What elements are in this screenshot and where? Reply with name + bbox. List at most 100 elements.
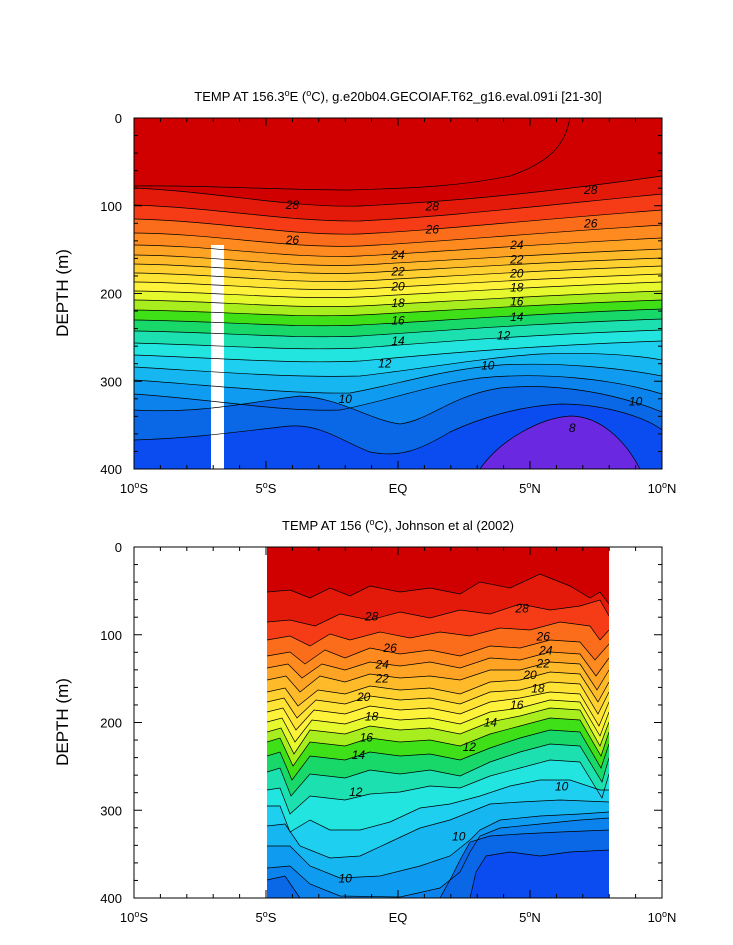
x-tick-label: EQ: [389, 481, 408, 496]
y-tick-label: 100: [100, 628, 122, 643]
y-tick-label: 0: [115, 540, 122, 555]
contour-label: 28: [514, 601, 529, 615]
bot-contour-17: [267, 729, 609, 781]
contour-label: 12: [463, 740, 477, 754]
top-y-axis-label: DEPTH (m): [53, 249, 72, 337]
bot-contour-24: [267, 661, 609, 693]
bot-contour-15: [267, 759, 609, 815]
bot-contour-25: [267, 651, 609, 679]
top-contour-22: [134, 265, 662, 282]
contour-label: 8: [569, 421, 576, 435]
band-bot-9: [470, 850, 609, 898]
top-contour-27: [134, 209, 662, 235]
top-contour-29: [134, 175, 662, 207]
contour-label: 20: [390, 279, 405, 293]
bottom-panel-title: TEMP AT 156 (oC), Johnson et al (2002): [282, 517, 514, 533]
band-top-8: [480, 416, 640, 469]
contour-label: 10: [481, 358, 495, 372]
contour-label: 26: [382, 641, 397, 655]
x-tick-label: 5oN: [519, 909, 541, 925]
y-tick-label: 200: [100, 287, 122, 302]
bot-contour-23: [267, 671, 609, 707]
top-contour-8: [479, 415, 641, 469]
contour-label: 28: [285, 198, 300, 212]
y-tick-label: 300: [100, 374, 122, 389]
bot-contour-10: [439, 829, 609, 898]
x-tick-label: 5oS: [256, 909, 277, 925]
y-tick-label: 400: [100, 891, 122, 906]
bot-contour-26: [267, 639, 609, 665]
contour-label: 24: [538, 644, 553, 658]
top-contour-13: [134, 353, 662, 377]
top-contour-20: [134, 281, 662, 298]
bot-contour-16: [267, 743, 609, 797]
y-tick-label: 100: [100, 199, 122, 214]
y-tick-label: 400: [100, 462, 122, 477]
contour-label: 18: [365, 709, 379, 723]
contour-label: 26: [285, 233, 300, 247]
top-contour-26: [134, 224, 662, 247]
bot-contour-20: [267, 699, 609, 743]
top-contour-17: [134, 308, 662, 327]
top-contour-14: [134, 340, 662, 363]
top-contour-16: [134, 318, 662, 338]
y-tick-label: 200: [100, 716, 122, 731]
top-contour-12: [134, 363, 662, 394]
contour-label: 14: [391, 334, 405, 348]
contour-label: 20: [522, 668, 537, 682]
bottom-temperature-field: [267, 547, 609, 898]
contour-label: 18: [510, 280, 524, 294]
contour-label: 26: [536, 630, 551, 644]
bottom-y-axis: 0 100 200 300 400: [100, 540, 662, 906]
contour-label: 14: [484, 716, 498, 730]
contour-label: 22: [374, 672, 389, 686]
top-contour-28: [134, 193, 662, 222]
contour-label: 18: [531, 681, 545, 695]
bot-contour-22: [267, 681, 609, 719]
bot-contour-27: [267, 621, 609, 647]
top-y-axis: 0 100 200 300 400: [100, 111, 662, 477]
contour-label: 12: [497, 329, 511, 343]
bot-contour-19: [267, 707, 609, 755]
y-tick-label: 0: [115, 111, 122, 126]
bot-contour-9: [469, 849, 609, 898]
bot-contour-28: [267, 599, 609, 627]
contour-label: 14: [352, 748, 366, 762]
contour-label: 28: [425, 200, 440, 214]
x-tick-label: 5oS: [256, 480, 277, 496]
contour-label: 10: [555, 780, 569, 794]
contour-label: 16: [510, 294, 524, 308]
contour-label: 26: [425, 222, 440, 236]
contour-label: 10: [339, 872, 353, 886]
contour-label: 14: [510, 310, 524, 324]
contour-label: 10: [629, 394, 643, 408]
x-tick-label: 10oS: [120, 480, 148, 496]
top-contour-29b: [134, 118, 571, 191]
contour-label: 18: [391, 296, 405, 310]
top-missing-column: [211, 245, 224, 469]
bot-contour-10b: [267, 875, 301, 898]
bot-contour-21: [267, 691, 609, 731]
contour-label: 10: [339, 392, 353, 406]
bottom-contour-lines: [267, 573, 609, 898]
contour-label: 28: [364, 609, 379, 623]
top-contour-25: [134, 237, 662, 257]
contour-label: 16: [360, 730, 374, 744]
contour-label: 16: [510, 698, 524, 712]
contour-label: 12: [378, 357, 392, 371]
contour-label: 24: [390, 248, 405, 262]
top-panel: TEMP AT 156.3oE (oC), g.e20b04.GECOIAF.T…: [53, 88, 676, 496]
bot-contour-14: [267, 779, 609, 833]
contour-label: 22: [509, 252, 524, 266]
x-tick-label: 10oN: [648, 909, 677, 925]
bot-contour-12: [267, 811, 609, 879]
bottom-y-axis-label: DEPTH (m): [53, 678, 72, 766]
top-contour-21: [134, 273, 662, 290]
bottom-x-axis: 10oS 5oS EQ 5oN 10oN: [120, 547, 677, 925]
contour-label: 24: [509, 238, 524, 252]
bot-contour-13: [267, 799, 609, 859]
contour-label: 16: [391, 314, 405, 328]
contour-label: 22: [390, 265, 405, 279]
